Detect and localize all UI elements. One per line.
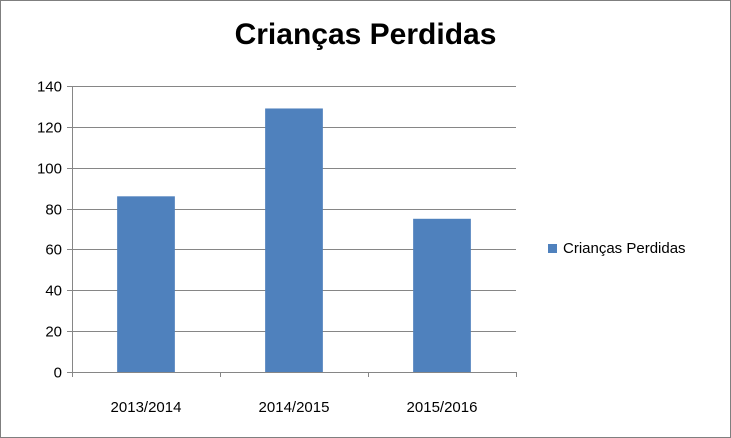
x-tick-label: 2014/2015	[259, 399, 330, 416]
y-tick-label: 140	[37, 79, 62, 96]
legend-label: Crianças Perdidas	[563, 240, 686, 257]
y-tick-label: 80	[45, 202, 62, 219]
x-tick-label: 2013/2014	[111, 399, 182, 416]
chart-title: Crianças Perdidas	[234, 18, 497, 51]
legend: Crianças Perdidas	[548, 240, 686, 257]
y-tick-label: 0	[54, 365, 62, 382]
y-tick-label: 120	[37, 120, 62, 137]
y-tick-label: 60	[45, 242, 62, 259]
y-tick-label: 20	[45, 324, 62, 341]
legend-swatch	[548, 244, 557, 253]
bar	[117, 196, 175, 372]
bar	[413, 218, 471, 372]
x-tick-label: 2015/2016	[407, 399, 478, 416]
y-tick-label: 40	[45, 283, 62, 300]
bar	[265, 108, 323, 372]
y-tick-label: 100	[37, 161, 62, 178]
